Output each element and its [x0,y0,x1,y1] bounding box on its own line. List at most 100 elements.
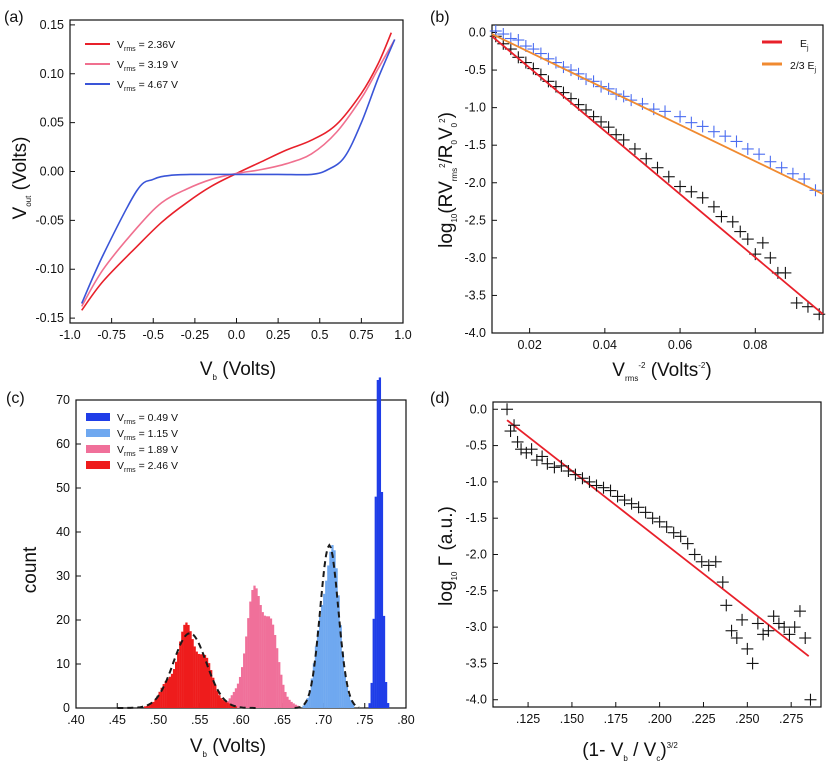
data-point [530,454,543,467]
data-point [520,446,533,459]
x-tick-label: -0.5 [142,328,164,342]
histogram-bar [318,616,322,708]
histogram-bar [310,678,313,708]
histogram-bar [238,676,242,708]
data-point-black-points [696,191,709,204]
histogram-bar [210,670,213,708]
histogram-bar [241,667,244,708]
histogram-bar [193,646,196,708]
legend-swatch [86,429,110,437]
histogram-bar [376,379,379,708]
data-point [716,576,729,589]
histogram-bar [290,701,293,708]
axis-title-b-x: Vrms-2 (Volts-2) [612,360,711,383]
histogram-bar [150,703,153,708]
histogram-bar [181,631,184,708]
histogram-bar [228,703,231,708]
histogram-bar [372,618,375,708]
legend-label: Vrms = 1.89 V [117,444,178,458]
data-point [746,657,759,670]
data-point [788,621,801,634]
y-tick-label: -2.0 [465,548,487,562]
histogram-bar [335,568,338,708]
data-point-black-points [674,180,687,193]
histogram-bar [166,678,170,708]
x-tick-label: 0.75 [349,328,373,342]
data-point-black-points [734,225,747,238]
histogram-bar [263,615,266,708]
data-point [793,605,806,618]
gaussian-fit-curve [117,632,256,709]
x-tick-label: .125 [516,712,540,726]
fit-line [506,419,810,657]
legend-label: Vrms = 0.49 V [117,412,178,426]
data-point [730,632,743,645]
y-tick-label: 0.15 [40,18,64,32]
x-tick-label: .50 [150,713,167,727]
histogram-bar [228,698,231,708]
data-point-black-points [640,152,653,165]
histogram-bar [314,646,318,708]
x-tick-label: .70 [315,713,332,727]
histogram-bar [247,618,250,708]
data-point [625,497,638,510]
histogram-bar [216,690,219,708]
histogram-bar [162,684,165,708]
axis-title-d-y: log10 Γ (a.u.) [436,506,459,606]
histogram-bar [152,701,155,708]
data-point-black-points [542,75,555,88]
data-point [515,443,528,456]
data-point-blue-points [775,161,788,174]
data-point [604,484,617,497]
histogram-bar [327,565,330,708]
data-point [751,617,764,630]
histogram-bar [253,585,256,708]
y-tick-label: -4.0 [465,693,487,707]
histogram-bar [222,700,225,708]
histogram-bar [345,686,349,708]
data-point-blue-points [674,110,687,123]
histogram-bar [347,695,351,708]
data-point-black-points [790,296,803,309]
data-point [618,494,631,507]
histogram-bar [220,698,223,708]
histogram-bar [243,653,246,708]
y-tick-label: -3.5 [464,288,486,302]
data-point [757,628,770,641]
data-point [741,642,754,655]
histogram-bar [265,616,269,708]
histogram-bar [249,601,252,708]
data-point [511,435,524,448]
histogram-bar [199,654,203,708]
series-line-V_rms = 2.36V [81,32,393,311]
histogram-bar [294,704,297,708]
histogram-bar [212,677,215,708]
legend-label: Vrms = 1.15 V [117,428,178,442]
histogram-bar [160,687,163,708]
legend-label: 2/3 Ej [790,60,817,74]
x-tick-label: .80 [397,713,414,727]
data-point-black-points [741,233,754,246]
data-point [725,624,738,637]
histogram-bar [329,551,332,708]
histogram-bar [232,691,236,708]
y-tick-label: 0.10 [40,67,64,81]
histogram-bar [156,695,159,708]
histogram-bar [175,661,178,708]
data-point [762,624,775,637]
data-point [562,464,575,477]
histogram-bar [282,684,285,708]
histogram-bar [234,688,238,708]
histogram-bar [302,705,305,708]
data-point [778,621,791,634]
histogram-bar [269,618,273,708]
axis-title-c-x: Vb (Volts) [190,736,266,759]
data-point-black-points [764,251,777,264]
x-tick-label: .250 [735,712,759,726]
panel-letter-c: (c) [6,390,25,407]
data-point [508,419,521,432]
histogram-bar [331,545,334,708]
histogram-bar [201,654,205,708]
histogram-bar [368,703,371,708]
legend-swatch [86,413,110,421]
